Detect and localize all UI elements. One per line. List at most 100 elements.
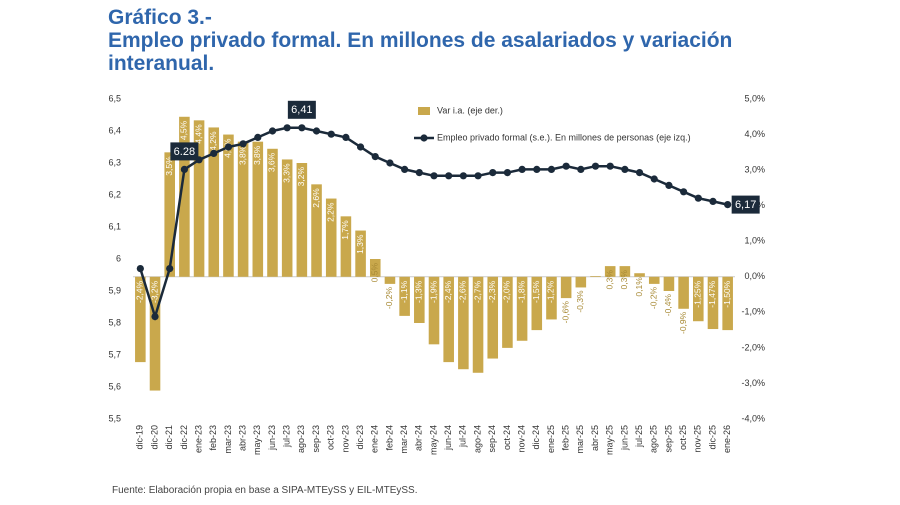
bar xyxy=(340,216,352,277)
x-tick-label: abr-25 xyxy=(590,425,600,451)
y2-tick-label: -1,0% xyxy=(741,307,765,317)
x-tick-label: dic-24 xyxy=(531,425,541,450)
value-label: -0,3% xyxy=(575,290,585,313)
x-tick-label: feb-25 xyxy=(561,425,571,451)
x-tick-label: jul-24 xyxy=(458,425,468,448)
y-tick-label: 5,8 xyxy=(108,317,121,327)
x-tick-label: sep-25 xyxy=(663,425,673,453)
x-tick-label: jul-23 xyxy=(282,425,292,448)
bar xyxy=(663,276,675,291)
y2-tick-label: -3,0% xyxy=(741,378,765,388)
callout-box xyxy=(731,195,760,214)
x-tick-label: oct-25 xyxy=(678,425,688,450)
point xyxy=(577,165,585,173)
y2-tick-label: 3,0% xyxy=(744,164,765,174)
y2-tick-label: -4,0% xyxy=(741,413,765,423)
x-tick-label: feb-23 xyxy=(208,425,218,451)
x-tick-label: ene-25 xyxy=(546,425,556,453)
value-label: 0,1% xyxy=(634,277,644,297)
point xyxy=(474,172,482,180)
point xyxy=(489,169,497,177)
value-label: 3,5% xyxy=(164,156,174,176)
point xyxy=(136,265,144,273)
point xyxy=(268,127,277,135)
chart-title: Empleo privado formal. En millones de as… xyxy=(108,29,733,75)
value-label: -2,3% xyxy=(487,280,497,303)
x-tick-label: nov-25 xyxy=(693,425,703,453)
value-label: 4,2% xyxy=(208,131,218,151)
bar xyxy=(428,276,440,345)
legend-swatch xyxy=(418,107,430,115)
x-tick-label: dic-23 xyxy=(355,425,365,450)
bar xyxy=(648,276,660,284)
point xyxy=(562,162,570,170)
point xyxy=(180,165,188,173)
value-label: 3,8% xyxy=(252,145,262,165)
y-tick-label: 6,1 xyxy=(108,221,121,231)
bar xyxy=(296,163,308,277)
bar xyxy=(619,266,631,277)
bar xyxy=(604,266,616,277)
value-label: 0,3% xyxy=(604,270,614,290)
x-tick-label: dic-21 xyxy=(164,425,174,450)
point xyxy=(298,124,306,132)
bar xyxy=(546,276,557,320)
value-label: -2,4% xyxy=(443,280,453,303)
bar xyxy=(516,276,528,341)
bar xyxy=(443,276,454,363)
y2-tick-label: 1,0% xyxy=(744,236,765,246)
x-tick-label: oct-24 xyxy=(502,425,512,450)
x-tick-label: dic-20 xyxy=(149,425,159,450)
x-tick-label: mar-24 xyxy=(399,425,409,454)
value-label: -2,0% xyxy=(502,280,512,303)
callout-label: 6,17 xyxy=(735,199,756,211)
x-tick-label: nov-24 xyxy=(516,425,526,453)
value-label: -0,2% xyxy=(384,286,394,309)
bar xyxy=(575,276,587,288)
point xyxy=(547,165,556,173)
callout-label: 6,41 xyxy=(291,104,312,116)
y2-tick-label: 0,0% xyxy=(744,271,765,281)
value-label: 1,7% xyxy=(340,220,350,240)
point xyxy=(327,130,335,138)
bar xyxy=(369,259,381,277)
point xyxy=(503,169,512,177)
point xyxy=(680,188,688,196)
x-tick-label: ene-23 xyxy=(193,425,203,453)
bar xyxy=(472,276,484,373)
value-label: -1,5% xyxy=(531,280,541,303)
point xyxy=(415,169,423,177)
point xyxy=(210,149,218,157)
x-tick-label: mar-23 xyxy=(223,425,233,454)
bar xyxy=(311,184,322,277)
value-label: -1,47% xyxy=(707,280,717,307)
point xyxy=(621,165,629,173)
y-tick-label: 6,4 xyxy=(108,125,121,135)
bar xyxy=(414,276,425,323)
bar xyxy=(149,276,161,391)
value-label: 2,2% xyxy=(325,202,335,222)
x-tick-label: ago-23 xyxy=(296,425,306,453)
x-tick-label: ago-24 xyxy=(472,425,482,453)
bar xyxy=(384,276,396,284)
point xyxy=(166,265,174,273)
point xyxy=(224,143,233,151)
value-label: 1,3% xyxy=(355,234,365,254)
value-label: 2,6% xyxy=(311,188,321,208)
x-tick-label: jun-23 xyxy=(267,425,277,451)
x-tick-label: abr-23 xyxy=(237,425,247,451)
point xyxy=(342,133,350,141)
x-tick-label: jul-25 xyxy=(634,425,644,448)
x-tick-label: ago-25 xyxy=(649,425,659,453)
value-label: -1,25% xyxy=(693,280,703,307)
legend-swatch xyxy=(420,134,428,142)
bar xyxy=(634,273,645,277)
point xyxy=(356,143,365,151)
value-label: -1,1% xyxy=(399,280,409,303)
x-tick-label: sep-24 xyxy=(487,425,497,453)
bar xyxy=(252,141,264,277)
point xyxy=(606,162,614,170)
value-label: -1,50% xyxy=(722,280,732,307)
point xyxy=(151,313,159,321)
